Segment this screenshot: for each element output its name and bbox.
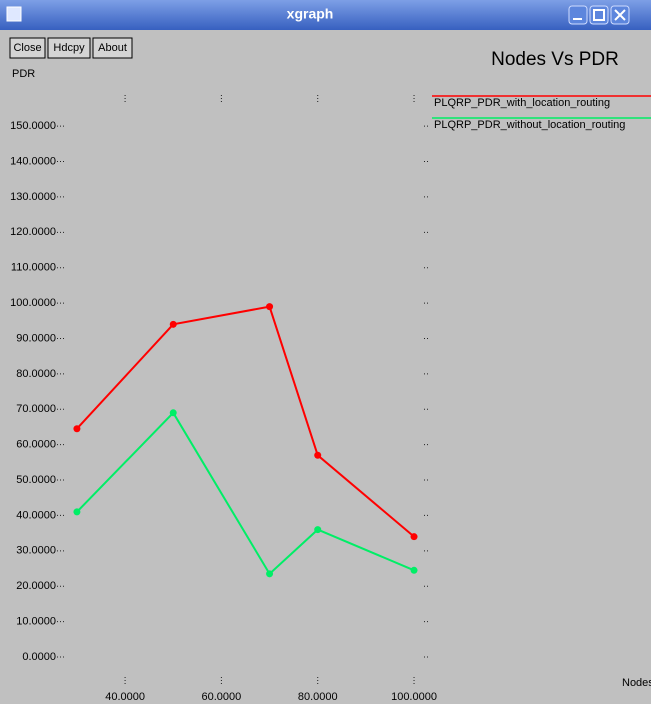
- x-axis-label: Nodes: [622, 677, 651, 689]
- maximize-glyph: [593, 9, 605, 21]
- y-tick-label: 70.0000: [16, 403, 56, 415]
- data-point: [314, 526, 322, 534]
- title-bar: [0, 0, 651, 30]
- toolbar-button[interactable]: [47, 37, 91, 59]
- chart-title: Nodes Vs PDR: [491, 49, 619, 70]
- data-point: [314, 451, 322, 459]
- y-tick-label: 0.0000: [22, 651, 56, 663]
- toolbar-button-label: Hdcpy: [53, 42, 85, 54]
- y-axis-label: PDR: [12, 68, 35, 80]
- toolbar-button[interactable]: [92, 37, 133, 59]
- data-point: [410, 533, 418, 541]
- x-tick-label: 100.0000: [391, 691, 437, 703]
- toolbar-button-label: Close: [13, 42, 41, 54]
- y-tick-label: 100.0000: [10, 297, 56, 309]
- maximize-button[interactable]: [589, 5, 609, 25]
- data-point: [169, 320, 177, 328]
- data-point: [73, 425, 81, 433]
- data-point: [266, 570, 274, 578]
- y-tick-label: 130.0000: [10, 191, 56, 203]
- data-point: [169, 409, 177, 417]
- data-point: [266, 303, 274, 311]
- y-tick-label: 60.0000: [16, 439, 56, 451]
- toolbar-button-label: About: [98, 42, 127, 54]
- legend-label: PLQRP_PDR_without_location_routing: [434, 119, 625, 131]
- y-tick-label: 90.0000: [16, 332, 56, 344]
- toolbar-button[interactable]: [9, 37, 46, 59]
- y-tick-label: 140.0000: [10, 155, 56, 167]
- y-tick-label: 20.0000: [16, 580, 56, 592]
- y-tick-label: 40.0000: [16, 509, 56, 521]
- legend-label: PLQRP_PDR_with_location_routing: [434, 97, 610, 109]
- close-glyph: [614, 9, 626, 21]
- y-tick-label: 50.0000: [16, 474, 56, 486]
- y-tick-label: 80.0000: [16, 368, 56, 380]
- y-tick-label: 30.0000: [16, 545, 56, 557]
- y-tick-label: 150.0000: [10, 120, 56, 132]
- y-tick-label: 10.0000: [16, 616, 56, 628]
- x-tick-label: 60.0000: [202, 691, 242, 703]
- x-tick-label: 80.0000: [298, 691, 338, 703]
- y-tick-label: 110.0000: [11, 262, 56, 274]
- x-tick-label: 40.0000: [105, 691, 145, 703]
- window-menu-icon[interactable]: [6, 6, 22, 22]
- window-title: xgraph: [287, 6, 334, 22]
- data-point: [73, 508, 81, 516]
- minimize-button[interactable]: [568, 5, 588, 25]
- data-point: [410, 566, 418, 574]
- y-tick-label: 120.0000: [10, 226, 56, 238]
